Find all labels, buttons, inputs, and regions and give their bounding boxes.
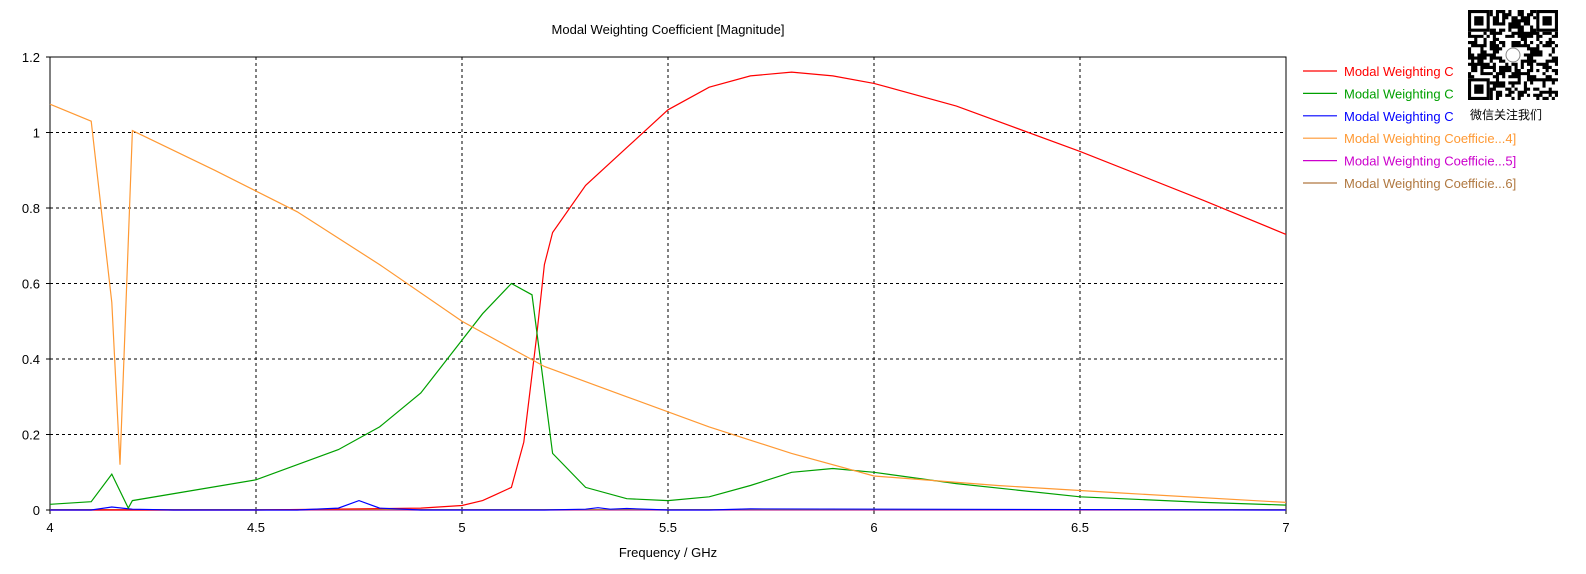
x-tick-label: 4.5 [247,520,265,535]
y-tick-label: 0 [33,503,40,518]
qr-finder-core [1474,16,1484,26]
legend-label-5[interactable]: Modal Weighting Coefficie...5] [1344,154,1516,169]
legend-label-4[interactable]: Modal Weighting Coefficie...4] [1344,131,1516,146]
series-line-4 [49,103,1287,503]
legend-label-2[interactable]: Modal Weighting C [1344,86,1454,101]
y-tick-label: 0.8 [22,201,40,216]
qr-modules [1468,10,1558,100]
series-line-2 [49,282,1287,510]
grid [50,57,1286,510]
y-tick-label: 0.2 [22,428,40,443]
legend-label-1[interactable]: Modal Weighting C [1344,64,1454,79]
legend[interactable]: Modal Weighting C Modal Weighting C Modal … [1303,64,1516,191]
legend-label-3[interactable]: Modal Weighting C [1344,109,1454,124]
x-tick-label: 7 [1282,520,1289,535]
x-tick-label: 5.5 [659,520,677,535]
y-tick-label: 0.4 [22,352,40,367]
series-layer [49,71,1287,511]
legend-label-6[interactable]: Modal Weighting Coefficie...6] [1344,176,1516,191]
qr-finder-core [1474,84,1484,94]
qr-code-icon [1466,8,1560,102]
qr-center-logo [1505,47,1521,63]
x-axis-title: Frequency / GHz [619,545,717,560]
x-tick-label: 6.5 [1071,520,1089,535]
y-tick-label: 0.6 [22,277,40,292]
y-tick-label: 1.2 [22,50,40,65]
series-line-3 [50,499,1287,511]
x-tick-label: 6 [870,520,877,535]
qr-finder-core [1542,16,1552,26]
series-line-1 [50,71,1287,511]
wechat-caption: 微信关注我们 [1470,107,1542,122]
x-tick-label: 4 [46,520,53,535]
axis-ticks: 4 4.5 5 5.5 6 6.5 7 0 0.2 0.4 0.6 0.8 1 1.2 [22,50,1290,535]
y-tick-label: 1 [33,126,40,141]
chart-title: Modal Weighting Coefficient [Magnitude] [552,22,785,37]
x-tick-label: 5 [458,520,465,535]
